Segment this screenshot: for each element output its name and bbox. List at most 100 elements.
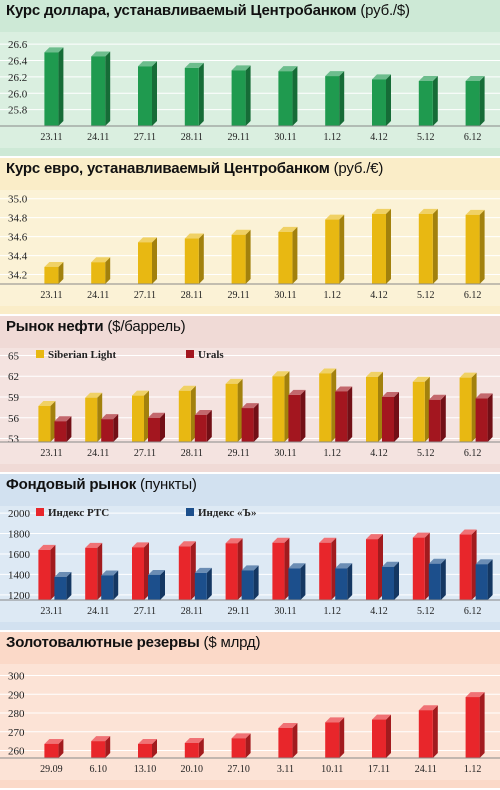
bar-series-2 — [194, 410, 212, 442]
x-tick-label: 10.11 — [321, 764, 343, 775]
x-tick-label: 24.11 — [87, 132, 109, 143]
bar-series-2 — [382, 561, 399, 600]
bar-series-2 — [101, 570, 119, 600]
x-tick-label: 28.11 — [181, 132, 203, 143]
y-tick-label: 1200 — [8, 590, 31, 602]
y-tick-label: 53 — [8, 434, 20, 446]
x-tick-label: 3.11 — [277, 764, 294, 775]
bars — [38, 368, 493, 442]
x-tick-label: 30.11 — [274, 448, 296, 459]
bar-series-1 — [178, 541, 196, 600]
bar-series-2 — [335, 386, 353, 442]
bar-series-2 — [288, 389, 306, 442]
bar-series-2 — [54, 416, 72, 442]
bar-series-1 — [366, 534, 383, 600]
x-tick-label: 24.11 — [87, 448, 109, 459]
bar-series-2 — [101, 414, 119, 442]
x-tick-label: 23.11 — [40, 448, 62, 459]
bar — [418, 705, 438, 758]
bar — [418, 208, 438, 284]
chart-panel: Курс доллара, устанавливаемый Центробанк… — [0, 0, 500, 158]
x-tick-label: 4.12 — [370, 290, 388, 301]
bars — [44, 47, 485, 127]
y-tick-label: 26.2 — [8, 72, 27, 84]
bar — [91, 736, 111, 758]
x-tick-label: 1.12 — [464, 764, 482, 775]
legend-swatch — [186, 508, 194, 516]
bar-series-1 — [38, 544, 56, 600]
x-tick-label: 23.11 — [40, 290, 62, 301]
bar-series-2 — [428, 558, 446, 600]
y-tick-label: 35.0 — [8, 194, 28, 206]
plot-area — [0, 664, 500, 780]
bar — [325, 717, 345, 758]
bar — [278, 226, 298, 284]
y-tick-label: 280 — [8, 708, 25, 720]
x-tick-label: 30.11 — [274, 132, 296, 143]
bar-series-2 — [382, 392, 399, 442]
chart-panel: Фондовый рынок (пункты) 2000 1800 1600 1400 1… — [0, 474, 500, 632]
bar-series-1 — [38, 401, 56, 442]
legend: Siberian Light Urals — [36, 349, 224, 361]
x-tick-label: 30.11 — [274, 290, 296, 301]
bar-series-2 — [475, 393, 493, 442]
x-tick-label: 4.12 — [370, 132, 388, 143]
bar-series-2 — [241, 565, 259, 600]
x-tick-label: 17.11 — [368, 764, 390, 775]
y-tick-label: 62 — [8, 371, 19, 383]
y-tick-label: 1800 — [8, 529, 31, 541]
bar-series-1 — [319, 368, 337, 442]
bar-series-1 — [132, 390, 149, 442]
bar — [372, 74, 391, 126]
bar-series-1 — [225, 378, 243, 442]
chart-title: Рынок нефти ($/баррель) — [6, 318, 186, 335]
legend-swatch — [36, 350, 44, 358]
bar-series-1 — [178, 385, 196, 442]
x-tick-label: 30.11 — [274, 606, 296, 617]
bar — [278, 723, 298, 758]
x-tick-label: 29.11 — [228, 290, 250, 301]
y-tick-label: 34.4 — [8, 251, 28, 263]
chart-plot: 26.6 26.4 26.2 26.0 25.8 23.11 24.11 27.11 28.11… — [0, 32, 500, 148]
legend-label: Urals — [198, 349, 224, 361]
y-tick-label: 290 — [8, 689, 25, 701]
bar — [372, 714, 391, 758]
x-tick-label: 29.09 — [40, 764, 63, 775]
bar — [465, 76, 485, 126]
bar — [91, 257, 111, 284]
bar — [44, 261, 64, 284]
bar — [184, 233, 204, 284]
x-tick-label: 5.12 — [417, 290, 435, 301]
legend: Индекс РТС Индекс «Ъ» — [36, 507, 256, 519]
chart-plot: 300 290 280 270 260 29.09 6.10 13.10 20.10 27.10 3… — [0, 664, 500, 780]
chart-unit: (пункты) — [140, 476, 197, 493]
y-tick-label: 2000 — [8, 508, 31, 520]
y-tick-label: 34.8 — [8, 213, 28, 225]
bar-series-2 — [335, 563, 353, 600]
bar — [231, 229, 251, 284]
y-tick-label: 34.6 — [8, 232, 28, 244]
x-tick-label: 29.11 — [228, 448, 250, 459]
x-tick-label: 24.11 — [87, 290, 109, 301]
chart-unit: (руб./$) — [360, 2, 410, 19]
x-tick-label: 5.12 — [417, 448, 435, 459]
legend-label: Индекс РТС — [48, 507, 109, 519]
x-tick-label: 6.10 — [89, 764, 107, 775]
bar — [465, 209, 485, 284]
bar-series-2 — [194, 567, 212, 600]
x-tick-label: 29.11 — [228, 606, 250, 617]
bar-series-2 — [241, 403, 259, 442]
bar-series-2 — [148, 569, 165, 600]
y-tick-label: 26.6 — [8, 39, 28, 51]
y-tick-label: 25.8 — [8, 105, 28, 117]
chart-plot: 35.0 34.8 34.6 34.4 34.2 23.11 24.11 27.11 28.11… — [0, 190, 500, 306]
chart-panel: Курс евро, устанавливаемый Центробанком … — [0, 158, 500, 316]
chart-title: Курс доллара, устанавливаемый Центробанк… — [6, 2, 410, 19]
x-tick-label: 13.10 — [134, 764, 157, 775]
bars — [44, 208, 485, 284]
bar-series-1 — [85, 392, 103, 442]
bar — [138, 61, 157, 126]
x-tick-label: 28.11 — [181, 290, 203, 301]
x-tick-label: 1.12 — [323, 448, 341, 459]
chart-title-text: Курс доллара, устанавливаемый Центробанк… — [6, 2, 357, 19]
